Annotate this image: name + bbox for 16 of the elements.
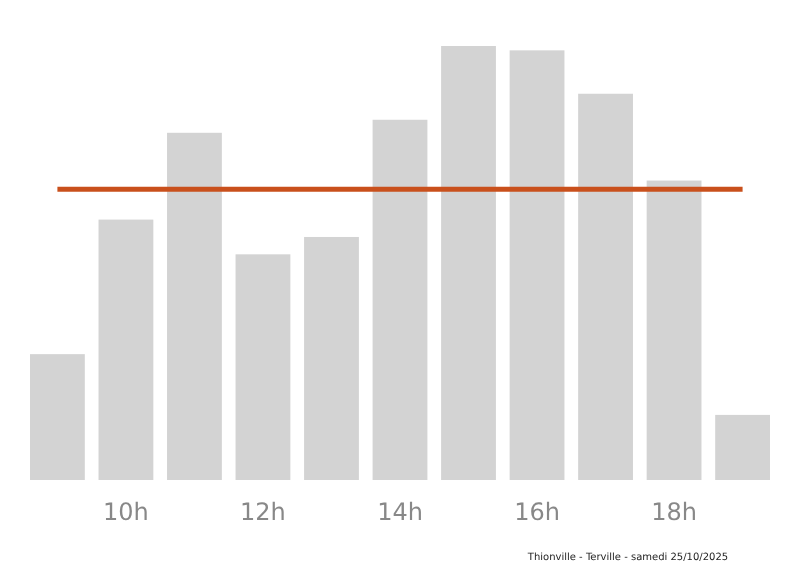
x-tick-label: 14h (377, 498, 423, 526)
bar (646, 180, 702, 480)
x-tick-label: 18h (651, 498, 697, 526)
bar (167, 132, 222, 480)
bar (30, 354, 85, 480)
bar (372, 119, 428, 480)
x-tick-label: 16h (514, 498, 560, 526)
bar (441, 46, 496, 480)
bar (715, 414, 770, 480)
bar (509, 50, 565, 480)
bar (235, 254, 291, 480)
x-tick-label: 10h (103, 498, 149, 526)
bar (304, 236, 359, 480)
bar (578, 93, 633, 480)
bar (98, 219, 154, 480)
x-tick-label: 12h (240, 498, 286, 526)
